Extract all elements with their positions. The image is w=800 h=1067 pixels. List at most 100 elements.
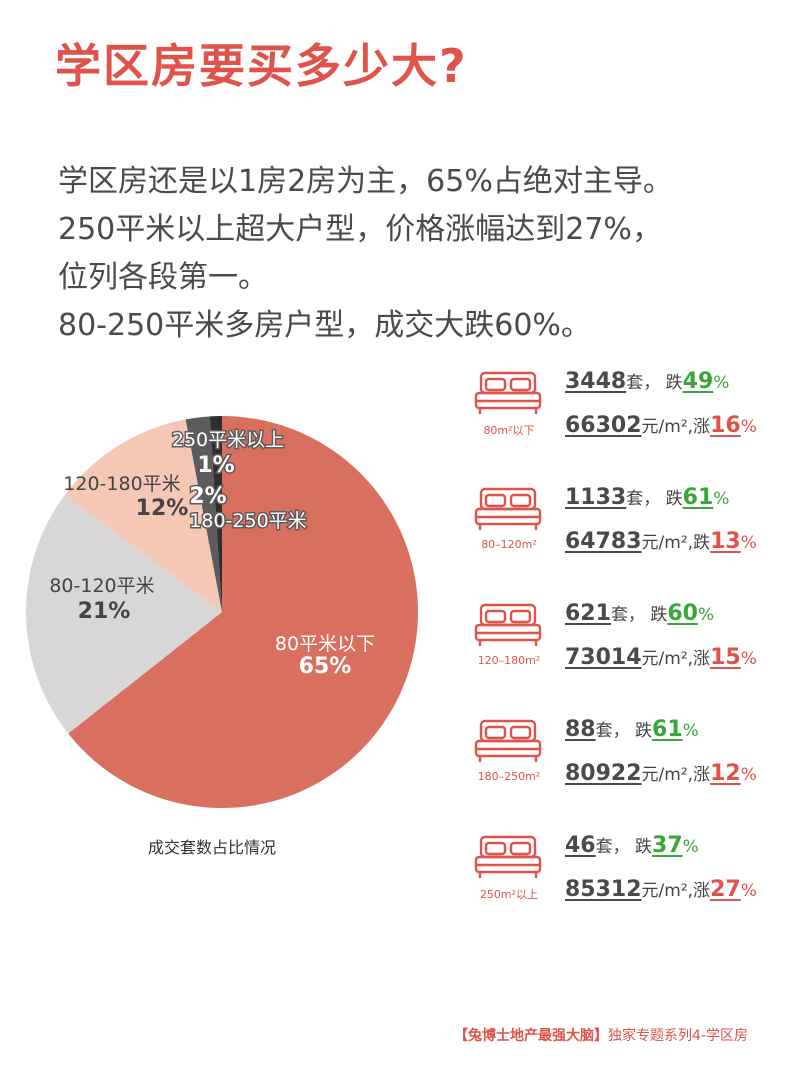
slice-label: 180-250平米 (189, 510, 306, 532)
unit-price: 80922 (565, 761, 642, 786)
count-line: 88套， 跌61% (565, 716, 699, 742)
count-unit: 套， (595, 837, 630, 857)
change-percent: 16 (710, 413, 741, 438)
percent-sign: % (740, 417, 757, 437)
drop-word: 跌 (635, 721, 653, 741)
intro-text: 学区房还是以1房2房为主，65%占绝对主导。 250平米以上超大户型，价格涨幅达… (58, 158, 673, 350)
price-unit: 元/m², (641, 765, 694, 785)
slice-label: 80-120平米 (49, 575, 154, 597)
slice-percent: 21% (78, 599, 131, 624)
intro-line: 250平米以上超大户型，价格涨幅达到27%， (58, 212, 662, 247)
change-percent: 13 (710, 529, 741, 554)
unit-price: 64783 (565, 529, 642, 554)
drop-word: 跌 (635, 837, 653, 857)
price-line: 85312元/m²,涨27% (565, 876, 757, 902)
percent-sign: % (740, 765, 757, 785)
bed-icon (474, 371, 542, 414)
pie-caption: 成交套数占比情况 (148, 838, 277, 857)
deal-count: 1133 (565, 485, 627, 510)
change-word: 跌 (693, 533, 711, 553)
change-word: 涨 (693, 881, 711, 901)
slice-percent: 65% (299, 654, 352, 679)
percent-sign: % (740, 649, 757, 669)
stat-row: 80–120m² 1133套， 跌61% 64783元/m²,跌13% (465, 478, 785, 594)
bed-icon (474, 603, 542, 646)
price-line: 66302元/m²,涨16% (565, 412, 757, 438)
footer-series: 独家专题系列4-学区房 (608, 1028, 748, 1044)
price-unit: 元/m², (641, 649, 694, 669)
intro-line: 位列各段第一。 (58, 260, 268, 295)
stat-row: 250m²以上 46套， 跌37% 85312元/m²,涨27% (465, 826, 785, 942)
drop-percent: 61 (652, 717, 683, 742)
count-unit: 套， (595, 721, 630, 741)
slice-percent: 1% (197, 453, 234, 478)
price-unit: 元/m², (641, 417, 694, 437)
intro-line: 学区房还是以1房2房为主，65%占绝对主导。 (58, 164, 673, 199)
price-line: 64783元/m²,跌13% (565, 528, 757, 554)
page-title: 学区房要买多少大? (55, 39, 468, 93)
deal-count: 46 (565, 833, 596, 858)
change-percent: 27 (710, 877, 741, 902)
drop-word: 跌 (665, 489, 683, 509)
pie-slice (68, 416, 418, 808)
deal-count: 621 (565, 601, 611, 626)
percent-sign: % (682, 721, 699, 741)
stat-row: 180–250m² 88套， 跌61% 80922元/m²,涨12% (465, 710, 785, 826)
change-word: 涨 (693, 765, 711, 785)
change-percent: 12 (710, 761, 741, 786)
stat-row: 120–180m² 621套， 跌60% 73014元/m²,涨15% (465, 594, 785, 710)
count-unit: 套， (610, 605, 645, 625)
pie-slice (64, 419, 223, 612)
slice-label: 120-180平米 (63, 473, 180, 495)
percent-sign: % (697, 605, 715, 625)
price-unit: 元/m², (641, 881, 694, 901)
slice-percent: 12% (136, 496, 189, 521)
unit-price: 66302 (565, 413, 642, 438)
slice-percent: 2% (189, 484, 226, 509)
count-unit: 套， (626, 489, 661, 509)
change-percent: 15 (710, 645, 741, 670)
size-label: 250m²以上 (479, 888, 539, 901)
change-word: 涨 (693, 649, 711, 669)
price-line: 73014元/m²,涨15% (565, 644, 757, 670)
deal-count: 3448 (565, 369, 627, 394)
count-line: 1133套， 跌61% (565, 484, 729, 510)
size-label: 120–180m² (477, 654, 541, 667)
pie-slice (25, 495, 223, 734)
pie-slice (185, 416, 222, 612)
footer-brand: 【兔博士地产最强大脑】 (454, 1028, 609, 1044)
unit-price: 85312 (565, 877, 642, 902)
bed-icon (474, 719, 542, 762)
pie-slice (209, 416, 222, 612)
percent-sign: % (713, 489, 730, 509)
count-line: 621套， 跌60% (565, 600, 714, 626)
price-line: 80922元/m²,涨12% (565, 760, 757, 786)
percent-sign: % (713, 373, 730, 393)
stat-row: 80m²以下 3448套， 跌49% 66302元/m²,涨16% (465, 362, 785, 478)
unit-price: 73014 (565, 645, 642, 670)
slice-label: 80平米以下 (275, 633, 375, 655)
size-label: 80–120m² (481, 538, 537, 551)
bed-icon (474, 487, 542, 530)
drop-word: 跌 (650, 605, 668, 625)
intro-line: 80-250平米多房户型，成交大跌60%。 (58, 308, 591, 343)
count-line: 46套， 跌37% (565, 832, 699, 858)
slice-label: 250平米以上 (172, 429, 284, 451)
stats-panel: 80m²以下 3448套， 跌49% 66302元/m²,涨16% 80–120… (465, 362, 785, 942)
price-unit: 元/m², (641, 533, 694, 553)
size-label: 80m²以下 (483, 424, 535, 437)
percent-sign: % (740, 881, 757, 901)
change-word: 涨 (693, 417, 711, 437)
drop-percent: 37 (652, 833, 683, 858)
percent-sign: % (682, 837, 699, 857)
drop-percent: 60 (667, 601, 698, 626)
deal-count: 88 (565, 717, 596, 742)
count-line: 3448套， 跌49% (565, 368, 729, 394)
count-unit: 套， (626, 373, 661, 393)
drop-percent: 61 (682, 485, 714, 510)
drop-word: 跌 (665, 373, 683, 393)
percent-sign: % (740, 533, 757, 553)
drop-percent: 49 (682, 369, 714, 394)
footer: 【兔博士地产最强大脑】独家专题系列4-学区房 (454, 1025, 748, 1045)
